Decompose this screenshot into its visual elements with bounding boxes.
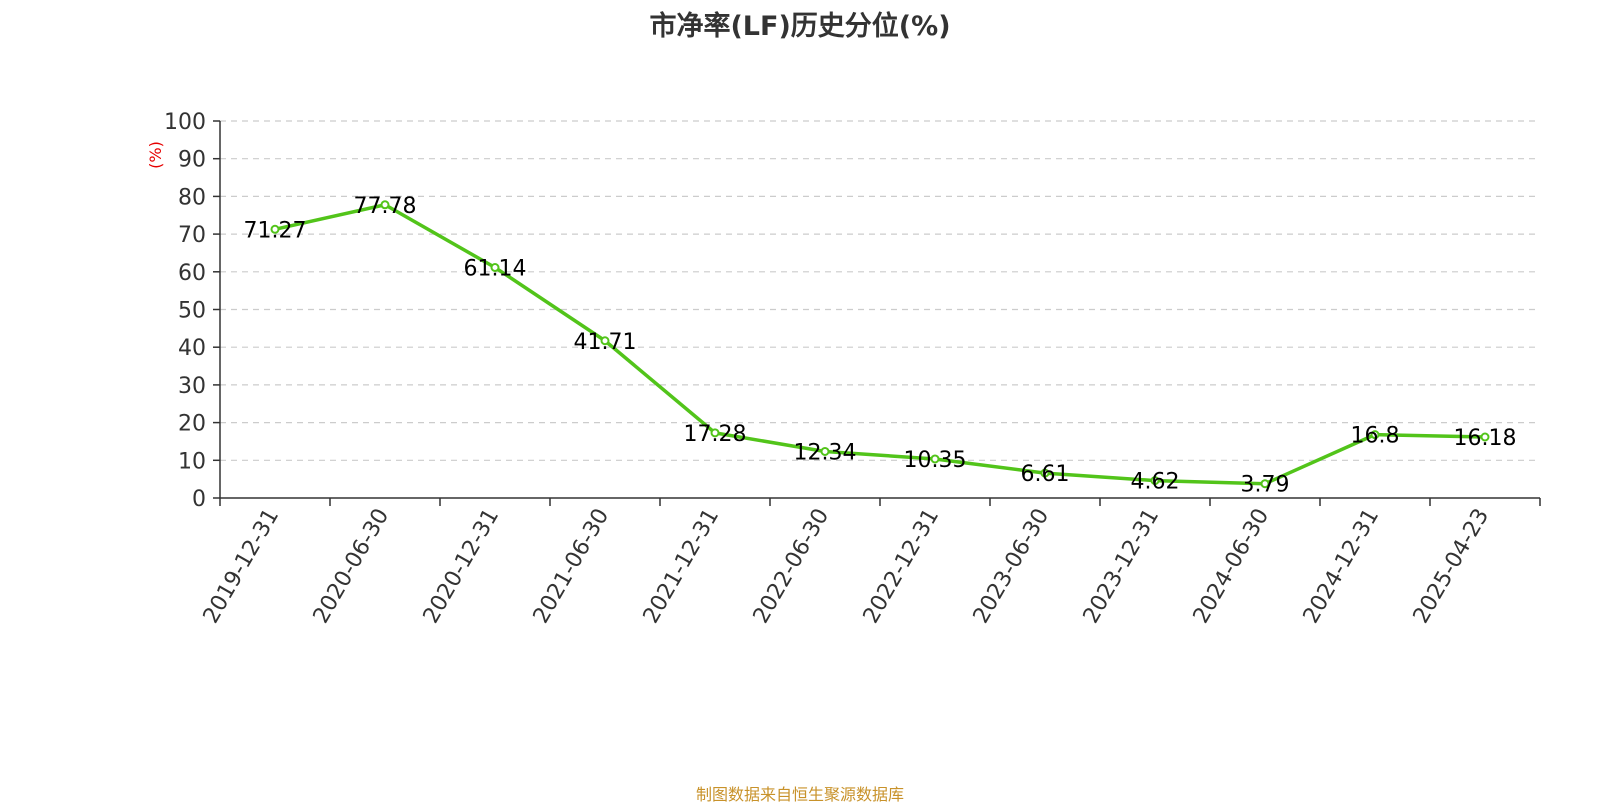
- source-note: 制图数据来自恒生聚源数据库: [695, 785, 904, 804]
- y-tick-label: 70: [178, 223, 206, 248]
- x-tick-label: 2023-06-30: [969, 505, 1055, 628]
- gridlines: [220, 120, 1540, 461]
- data-point[interactable]: [710, 428, 720, 438]
- data-point[interactable]: [1480, 432, 1490, 442]
- data-label: 4.62: [1131, 470, 1180, 495]
- x-tick-label: 2019-12-31: [199, 505, 285, 628]
- y-axis-label: (%): [146, 141, 165, 169]
- data-point[interactable]: [820, 446, 830, 456]
- data-label: 16.18: [1454, 426, 1517, 451]
- series-line: [274, 203, 1486, 486]
- y-tick-label: 60: [178, 261, 206, 286]
- data-label: 6.61: [1021, 462, 1070, 487]
- data-label: 16.8: [1351, 424, 1400, 449]
- data-labels: 71.27 77.78 61.14 41.71 17.28 12.34 10.35 6.61 4…: [244, 194, 1517, 498]
- data-label: 71.27: [244, 218, 307, 243]
- data-label: 10.35: [904, 448, 967, 473]
- x-tick-label: 2025-04-23: [1409, 505, 1495, 628]
- data-label: 41.71: [574, 330, 637, 355]
- axes: [213, 120, 1541, 506]
- y-tick-label: 20: [178, 412, 206, 437]
- data-point[interactable]: [490, 263, 500, 273]
- data-point[interactable]: [270, 224, 280, 234]
- y-tick-label: 10: [178, 449, 206, 474]
- x-tick-label: 2024-06-30: [1189, 505, 1275, 628]
- data-points: [270, 200, 1490, 489]
- data-point[interactable]: [600, 336, 610, 346]
- y-tick-label: 50: [178, 299, 206, 324]
- y-tick-label: 30: [178, 374, 206, 399]
- data-point[interactable]: [380, 200, 390, 210]
- x-tick-label: 2022-06-30: [749, 505, 835, 628]
- data-label: 17.28: [684, 422, 747, 447]
- series-line-path: [274, 203, 1486, 486]
- x-tick-label: 2022-12-31: [859, 505, 945, 628]
- x-tick-label: 2020-06-30: [309, 505, 395, 628]
- data-point[interactable]: [1370, 430, 1380, 440]
- data-label: 61.14: [464, 257, 527, 282]
- data-point[interactable]: [1260, 479, 1270, 489]
- y-tick-label: 0: [192, 487, 206, 512]
- data-point[interactable]: [930, 454, 940, 464]
- x-tick-label: 2021-06-30: [529, 505, 615, 628]
- x-tick-label: 2023-12-31: [1079, 505, 1165, 628]
- data-label: 77.78: [354, 194, 417, 219]
- data-point[interactable]: [1040, 468, 1050, 478]
- x-tick-label: 2020-12-31: [419, 505, 505, 628]
- x-tick-labels: 2019-12-31 2020-06-30 2020-12-31 2021-06-30…: [199, 505, 1495, 628]
- data-label: 3.79: [1241, 473, 1290, 498]
- chart-title: 市净率(LF)历史分位(%): [649, 11, 951, 42]
- y-tick-label: 80: [178, 185, 206, 210]
- y-tick-label: 40: [178, 336, 206, 361]
- x-tick-label: 2024-12-31: [1299, 505, 1385, 628]
- x-tick-label: 2021-12-31: [639, 505, 725, 628]
- y-tick-label: 100: [164, 110, 206, 135]
- y-tick-label: 90: [178, 148, 206, 173]
- y-tick-labels: 0 10 20 30 40 50 60 70 80 90 100: [164, 110, 206, 512]
- data-point[interactable]: [1150, 476, 1160, 486]
- data-label: 12.34: [794, 440, 857, 465]
